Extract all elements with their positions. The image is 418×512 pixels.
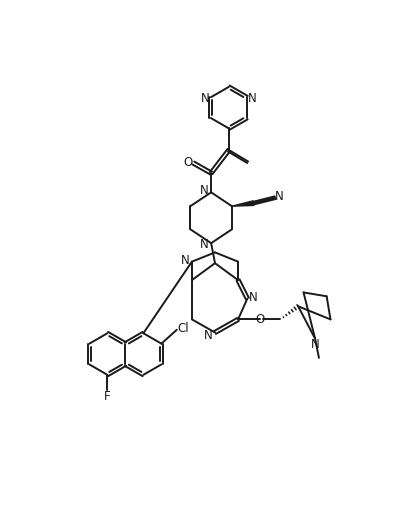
Text: N: N bbox=[200, 184, 209, 197]
Polygon shape bbox=[232, 201, 254, 206]
Text: N: N bbox=[204, 329, 212, 342]
Text: N: N bbox=[275, 190, 284, 203]
Text: N: N bbox=[201, 92, 210, 104]
Text: N: N bbox=[248, 92, 257, 104]
Text: N: N bbox=[249, 291, 258, 304]
Text: N: N bbox=[200, 238, 209, 251]
Text: O: O bbox=[184, 156, 193, 169]
Text: O: O bbox=[255, 313, 264, 326]
Text: Cl: Cl bbox=[177, 322, 189, 335]
Text: N: N bbox=[311, 338, 319, 351]
Text: N: N bbox=[181, 253, 189, 267]
Text: F: F bbox=[104, 390, 111, 403]
